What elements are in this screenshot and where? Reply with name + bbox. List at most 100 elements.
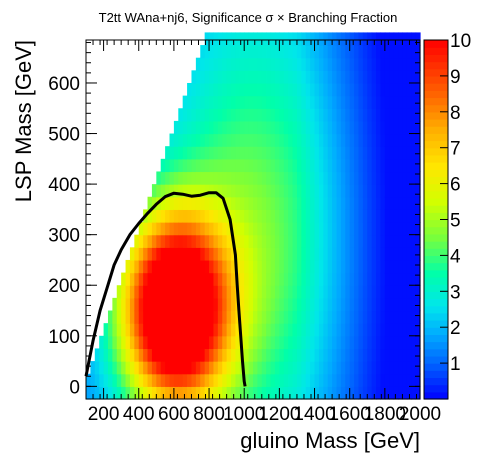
heatmap-cell (376, 259, 382, 274)
heatmap-cell (270, 323, 276, 337)
heatmap-cell (305, 348, 311, 362)
heatmap-cell (415, 108, 421, 122)
heatmap-cell (301, 222, 307, 236)
heatmap-cell (301, 310, 307, 324)
heatmap-cell (187, 108, 193, 122)
heatmap-cell (217, 45, 223, 59)
heatmap-cell (296, 196, 302, 210)
heatmap-cell (380, 171, 386, 185)
heatmap-cell (389, 323, 395, 337)
heatmap-cell (376, 171, 382, 185)
heatmap-cell (195, 297, 201, 312)
heatmap-cell (239, 247, 245, 261)
heatmap-cell (354, 348, 360, 362)
heatmap-cell (235, 259, 241, 274)
heatmap-cell (213, 323, 219, 337)
heatmap-cell (213, 222, 219, 236)
heatmap-cell (384, 45, 390, 59)
heatmap-cell (156, 310, 162, 324)
heatmap-cell (402, 323, 408, 337)
heatmap-cell (358, 297, 364, 312)
heatmap-cell (266, 95, 272, 109)
heatmap-cell (239, 323, 245, 337)
heatmap-cell (147, 222, 153, 236)
heatmap-cell (349, 310, 355, 324)
heatmap-cell (279, 184, 285, 198)
heatmap-cell (266, 171, 272, 185)
heatmap-cell (182, 209, 188, 223)
heatmap-cell (160, 222, 166, 236)
heatmap-cell (415, 222, 421, 236)
heatmap-cell (336, 247, 342, 261)
heatmap-cell (384, 259, 390, 274)
heatmap-cell (380, 348, 386, 362)
heatmap-cell (292, 272, 298, 286)
heatmap-cell (411, 272, 417, 286)
heatmap-cell (231, 335, 237, 350)
heatmap-cell (270, 120, 276, 135)
heatmap-cell (156, 259, 162, 274)
heatmap-cell (103, 323, 109, 337)
heatmap-cell (195, 259, 201, 274)
heatmap-cell (235, 222, 241, 236)
heatmap-cell (200, 259, 206, 274)
heatmap-cell (354, 285, 360, 299)
heatmap-cell (226, 247, 232, 261)
heatmap-cell (195, 158, 201, 173)
heatmap-cell (380, 335, 386, 350)
heatmap-cell (380, 70, 386, 84)
heatmap-cell (332, 70, 338, 84)
heatmap-cell (398, 171, 404, 185)
heatmap-cell (314, 70, 320, 84)
heatmap-cell (235, 120, 241, 135)
heatmap-cell (173, 120, 179, 135)
heatmap-cell (248, 310, 254, 324)
heatmap-cell (209, 247, 215, 261)
heatmap-cell (125, 323, 131, 337)
heatmap-cell (165, 310, 171, 324)
heatmap-cell (402, 82, 408, 97)
heatmap-cell (393, 120, 399, 135)
heatmap-cell (231, 133, 237, 147)
heatmap-cell (336, 120, 342, 135)
heatmap-cell (380, 259, 386, 274)
heatmap-cell (292, 222, 298, 236)
heatmap-cell (340, 82, 346, 97)
heatmap-cell (195, 272, 201, 286)
heatmap-cell (134, 310, 140, 324)
heatmap-cell (112, 361, 118, 375)
heatmap-cell (279, 285, 285, 299)
heatmap-cell (182, 297, 188, 312)
heatmap-cell (371, 82, 377, 97)
heatmap-cell (270, 234, 276, 248)
heatmap-cell (270, 335, 276, 350)
heatmap-cell (253, 373, 258, 387)
heatmap-cell (389, 158, 395, 173)
heatmap-cell (222, 120, 228, 135)
heatmap-cell (235, 335, 241, 350)
heatmap-cell (354, 222, 360, 236)
heatmap-cell (314, 348, 320, 362)
heatmap-cell (305, 310, 311, 324)
heatmap-cell (125, 361, 131, 375)
heatmap-cell (310, 209, 316, 223)
heatmap-cell (310, 120, 316, 135)
heatmap-cell (402, 70, 408, 84)
heatmap-cell (292, 335, 298, 350)
heatmap-cell (402, 146, 408, 160)
heatmap-cell (310, 373, 316, 387)
heatmap-cell (415, 386, 421, 400)
heatmap-cell (411, 247, 417, 261)
heatmap-cell (402, 348, 408, 362)
heatmap-cell (332, 57, 338, 71)
colorbar-tick-label: 6 (450, 175, 461, 196)
heatmap-cell (349, 297, 355, 312)
heatmap-cell (244, 323, 250, 337)
heatmap-cell (345, 373, 351, 387)
heatmap-cell (279, 247, 285, 261)
heatmap-cell (213, 82, 219, 97)
heatmap-cell (332, 222, 338, 236)
heatmap-cell (129, 335, 135, 350)
heatmap-cell (160, 184, 166, 198)
heatmap-cell (301, 209, 307, 223)
